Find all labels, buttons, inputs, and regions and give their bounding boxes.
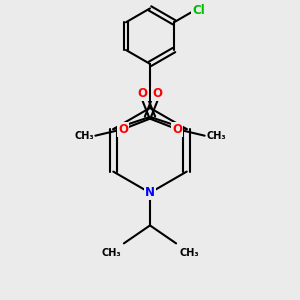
Text: O: O — [152, 87, 162, 100]
Text: CH₃: CH₃ — [179, 248, 199, 258]
Text: CH₃: CH₃ — [206, 131, 226, 141]
Text: O: O — [172, 123, 182, 136]
Text: O: O — [138, 87, 148, 100]
Text: O: O — [118, 123, 128, 136]
Text: CH₃: CH₃ — [101, 248, 121, 258]
Text: N: N — [145, 186, 155, 199]
Text: CH₃: CH₃ — [74, 131, 94, 141]
Text: Cl: Cl — [192, 4, 205, 17]
